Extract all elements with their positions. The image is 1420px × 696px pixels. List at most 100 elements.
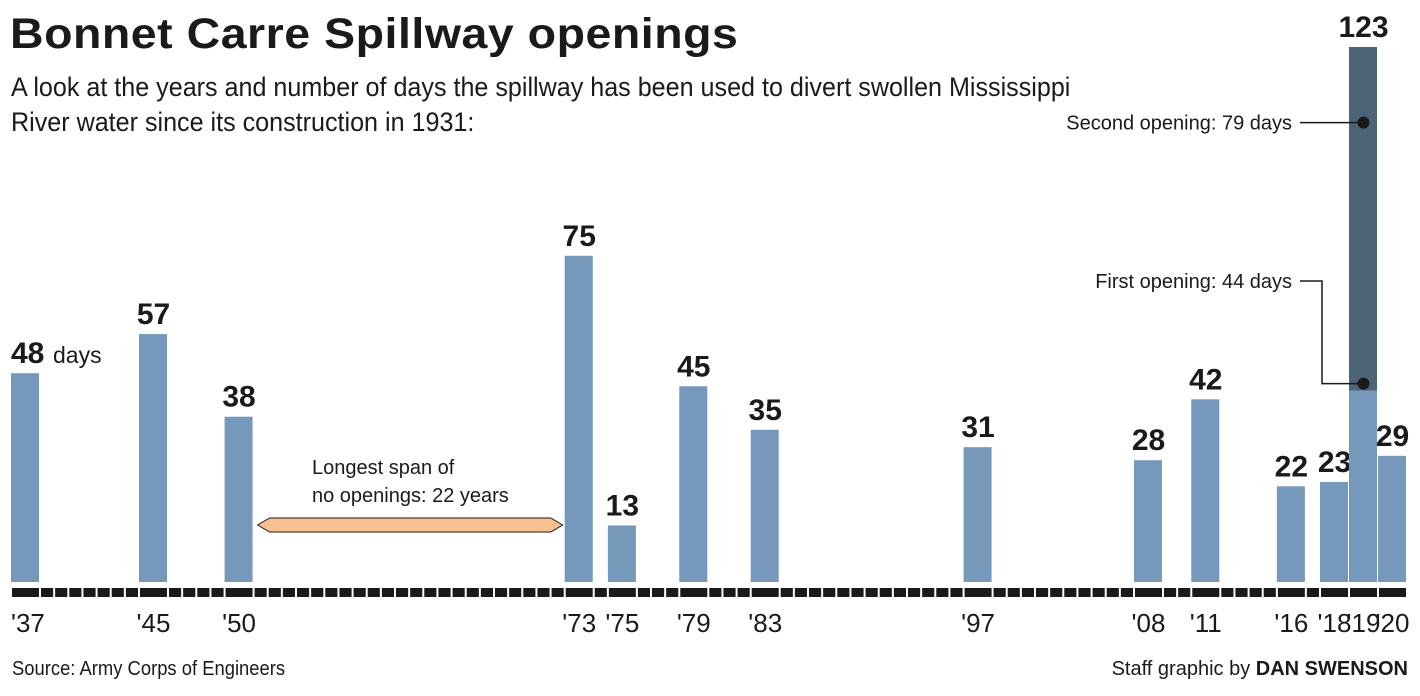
- axis-dash: [41, 588, 54, 597]
- source-note: Source: Army Corps of Engineers: [12, 658, 286, 680]
- x-tick-label: '18: [1318, 608, 1352, 638]
- axis-dash: [908, 588, 921, 597]
- value-label: 13: [606, 489, 639, 522]
- axis-dash: [1178, 588, 1191, 597]
- axis-dash: [1092, 588, 1105, 597]
- value-unit-label: days: [53, 342, 102, 368]
- axis-dash: [509, 588, 522, 597]
- axis-dash: [125, 588, 138, 597]
- bar: [1378, 455, 1406, 582]
- axis-dash: [837, 588, 850, 597]
- x-tick-label: '20: [1376, 608, 1410, 638]
- axis-dash: [594, 588, 607, 597]
- x-tick-label: '50: [222, 608, 256, 638]
- bar-segment-second-opening: [1349, 47, 1377, 391]
- axis-dash: [268, 588, 281, 597]
- x-tick-label: '45: [137, 608, 171, 638]
- value-label: 45: [677, 350, 710, 383]
- x-tick-label: '16: [1274, 608, 1308, 638]
- axis-dash: [950, 588, 963, 597]
- axis-dash: [780, 588, 793, 597]
- axis-dash: [1021, 588, 1034, 597]
- bar: [679, 386, 708, 582]
- bar: [1134, 460, 1162, 582]
- axis-dash: [1235, 588, 1248, 597]
- axis-dash: [1007, 588, 1020, 597]
- x-tick-label: '73: [562, 608, 596, 638]
- axis-dash: [55, 588, 68, 597]
- axis-dash: [865, 588, 878, 597]
- axis-dash: [69, 588, 82, 597]
- value-label: 38: [222, 381, 255, 414]
- axis-dash: [1221, 588, 1234, 597]
- axis-dash: [893, 588, 906, 597]
- axis-dash: [1321, 588, 1348, 597]
- axis-dash: [680, 588, 708, 597]
- value-label: 57: [137, 298, 170, 331]
- axis-dash: [1120, 588, 1133, 597]
- axis-dash: [211, 588, 224, 597]
- axis-dash: [809, 588, 822, 597]
- bar: [11, 373, 39, 582]
- annotation-leader: [1300, 280, 1364, 385]
- axis-dash: [1277, 588, 1305, 597]
- axis-dash: [993, 588, 1006, 597]
- bar-segment-first-opening: [1349, 390, 1377, 582]
- axis-dash: [1135, 588, 1162, 597]
- axis-dash: [480, 588, 493, 597]
- value-label: 23: [1318, 446, 1351, 479]
- axis-dash: [396, 588, 409, 597]
- axis-dash: [737, 588, 750, 597]
- axis-dash: [1078, 588, 1091, 597]
- axis-dash: [311, 588, 324, 597]
- axis-dash: [666, 588, 679, 597]
- axis-dash: [851, 588, 864, 597]
- axis-dash: [254, 588, 267, 597]
- axis-dash: [637, 588, 650, 597]
- bar: [564, 255, 593, 582]
- axis-dash: [537, 588, 550, 597]
- bar: [963, 447, 992, 582]
- axis-dash: [495, 588, 508, 597]
- axis-dash: [410, 588, 423, 597]
- axis-dash: [325, 588, 338, 597]
- axis-dash: [1164, 588, 1177, 597]
- x-tick-label: '11: [1190, 608, 1222, 638]
- axis-dash: [111, 588, 124, 597]
- x-tick-label: '19: [1347, 608, 1381, 638]
- span-arrow: [256, 517, 564, 533]
- bar: [1191, 399, 1220, 582]
- bar: [750, 429, 779, 582]
- axis-dash: [1350, 588, 1377, 597]
- x-tick-label: '83: [748, 608, 782, 638]
- axis-dash: [452, 588, 465, 597]
- axis-dash: [608, 588, 636, 597]
- axis-dash: [197, 588, 210, 597]
- annotation-first-opening: First opening: 44 days: [1095, 271, 1292, 293]
- axis-dash: [652, 588, 665, 597]
- value-label: 123: [1338, 11, 1388, 44]
- axis-dash: [97, 588, 110, 597]
- axis-dash: [438, 588, 451, 597]
- x-tick-label: '37: [11, 608, 45, 638]
- axis-dash: [565, 588, 593, 597]
- axis-dash: [381, 588, 394, 597]
- axis-dash: [723, 588, 736, 597]
- value-label: 75: [563, 220, 596, 253]
- axis-dash: [225, 588, 253, 597]
- axis-dash: [1064, 588, 1077, 597]
- axis-dash: [140, 588, 167, 597]
- axis-dash: [12, 588, 39, 597]
- axis-dash: [879, 588, 892, 597]
- value-label: 35: [749, 394, 782, 427]
- axis-dash: [1106, 588, 1119, 597]
- axis-dash: [1263, 588, 1276, 597]
- axis-dash: [523, 588, 536, 597]
- axis-dash: [1050, 588, 1063, 597]
- axis-dash: [367, 588, 380, 597]
- x-tick-label: '79: [677, 608, 711, 638]
- axis-dash: [297, 588, 310, 597]
- axis-dash: [1192, 588, 1220, 597]
- span-annotation-line1: Longest span of: [312, 457, 455, 479]
